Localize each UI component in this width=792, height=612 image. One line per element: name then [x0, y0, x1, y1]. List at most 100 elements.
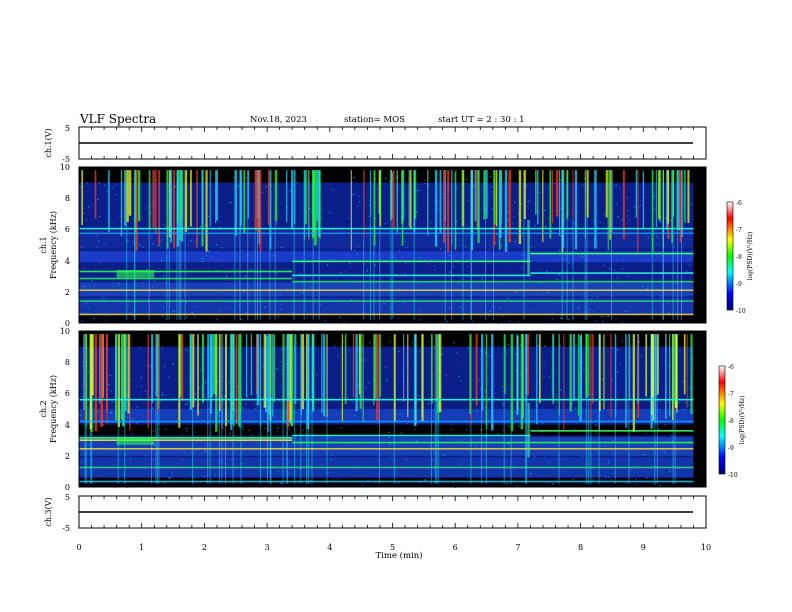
x-tick-label-9: 9	[641, 543, 646, 552]
noise-speckle	[592, 295, 594, 297]
noise-speckle	[242, 380, 244, 382]
noise-speckle	[615, 185, 617, 187]
sferic-tail	[178, 240, 180, 320]
sferic-tail	[430, 403, 432, 484]
noise-speckle	[374, 481, 377, 483]
sferic-streak	[376, 334, 379, 421]
noise-speckle	[135, 422, 138, 425]
noise-speckle	[424, 182, 426, 184]
noise-speckle	[626, 197, 629, 199]
noise-speckle	[631, 348, 634, 351]
noise-speckle	[450, 429, 453, 431]
noise-speckle	[98, 262, 101, 264]
noise-speckle	[456, 363, 458, 366]
sferic-tail	[300, 415, 302, 484]
noise-speckle	[415, 282, 418, 284]
noise-speckle	[337, 438, 339, 441]
noise-speckle	[412, 299, 415, 301]
noise-speckle	[437, 208, 440, 211]
noise-speckle	[129, 433, 132, 435]
noise-speckle	[495, 464, 497, 467]
noise-speckle	[483, 389, 486, 392]
noise-speckle	[353, 176, 355, 179]
noise-speckle	[80, 253, 82, 255]
sferic-streak	[470, 334, 472, 424]
sferic-streak	[558, 334, 560, 416]
noise-speckle	[351, 299, 353, 301]
noise-speckle	[429, 291, 431, 293]
noise-speckle	[157, 245, 160, 247]
noise-speckle	[181, 459, 184, 461]
sferic-streak	[147, 334, 149, 429]
noise-speckle	[258, 284, 261, 286]
noise-speckle	[230, 201, 232, 204]
noise-speckle	[234, 236, 237, 238]
noise-speckle	[211, 256, 214, 258]
noise-speckle	[395, 176, 397, 178]
sferic-streak	[158, 170, 161, 246]
noise-speckle	[98, 240, 100, 242]
noise-speckle	[360, 410, 363, 412]
noise-speckle	[231, 268, 234, 270]
noise-speckle	[83, 287, 86, 289]
sferic-tail	[654, 422, 656, 484]
noise-speckle	[514, 353, 517, 356]
noise-speckle	[144, 390, 147, 393]
noise-speckle	[441, 193, 444, 195]
ch3-voltage-panel: 5 -5 ch.3(V)	[44, 493, 707, 533]
sferic-streak	[439, 170, 442, 233]
noise-speckle	[310, 211, 313, 214]
noise-speckle	[494, 242, 497, 244]
noise-speckle	[587, 428, 589, 431]
noise-speckle	[165, 282, 167, 284]
noise-speckle	[285, 363, 288, 365]
ch2-colorbar-label: log(PSD)(V²/Hz)	[739, 396, 746, 445]
noise-speckle	[489, 355, 492, 357]
sferic-streak	[662, 170, 664, 249]
noise-speckle	[585, 312, 587, 314]
noise-speckle	[304, 305, 306, 307]
noise-speckle	[219, 221, 221, 223]
noise-speckle	[229, 432, 231, 435]
noise-speckle	[366, 236, 368, 238]
noise-speckle	[628, 219, 630, 221]
sferic-streak	[300, 334, 302, 416]
noise-speckle	[635, 254, 638, 257]
noise-speckle	[87, 371, 90, 373]
noise-speckle	[617, 216, 620, 218]
noise-speckle	[367, 480, 369, 482]
sferic-streak	[586, 170, 589, 218]
sferic-tail	[221, 428, 223, 484]
noise-speckle	[126, 416, 129, 419]
sferic-streak	[312, 170, 315, 235]
noise-speckle	[207, 184, 210, 186]
noise-speckle	[129, 379, 132, 381]
x-tick-label-10: 10	[701, 543, 711, 552]
sferic-streak	[201, 170, 204, 225]
noise-speckle	[109, 299, 111, 301]
noise-speckle	[315, 446, 318, 448]
noise-speckle	[152, 383, 155, 385]
noise-speckle	[289, 189, 292, 192]
sferic-streak	[218, 334, 221, 412]
sferic-streak	[269, 170, 272, 250]
noise-speckle	[386, 380, 388, 382]
noise-speckle	[461, 460, 463, 463]
noise-speckle	[675, 201, 677, 203]
sferic-tail	[677, 230, 679, 320]
noise-speckle	[164, 469, 166, 471]
noise-speckle	[546, 271, 549, 273]
ch2-spectrogram-panel: 10 8 6 4 2 0 ch.2 Frequency (kHz)	[39, 327, 707, 492]
tone-line	[79, 398, 694, 401]
noise-speckle	[273, 255, 275, 257]
noise-speckle	[164, 365, 166, 367]
noise-speckle	[628, 310, 631, 312]
sferic-streak	[154, 170, 157, 235]
sferic-streak	[535, 170, 537, 215]
sferic-streak	[672, 170, 675, 216]
x-tick-label-1: 1	[139, 543, 144, 552]
sferic-streak	[556, 170, 559, 217]
sferic-tail	[156, 409, 158, 484]
noise-speckle	[131, 189, 134, 191]
x-tick-label-0: 0	[76, 543, 81, 552]
